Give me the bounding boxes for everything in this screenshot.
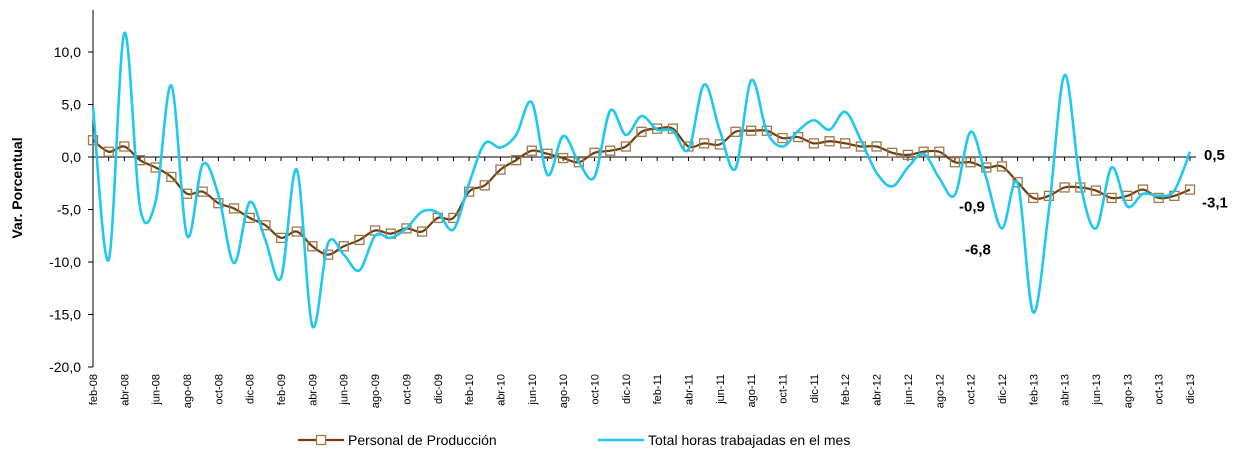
y-axis-title: Var. Porcentual (9, 137, 25, 238)
legend-marker (315, 434, 327, 446)
marker (589, 147, 600, 158)
x-tick-label: jun-09 (339, 374, 351, 406)
data-label: -0,9 (959, 198, 985, 215)
marker (605, 145, 616, 156)
x-tick-label: abr-11 (684, 374, 696, 405)
x-tick-label: oct-12 (966, 374, 978, 405)
marker (840, 138, 851, 149)
x-tick-label: feb-13 (1028, 374, 1040, 405)
marker (119, 141, 130, 152)
marker (401, 223, 412, 234)
marker (699, 138, 710, 149)
x-tick-label: ago-09 (370, 374, 382, 408)
x-tick-label: dic-09 (433, 374, 445, 404)
x-tick-label: feb-12 (840, 374, 852, 405)
marker (416, 226, 428, 237)
x-tick-label: oct-08 (213, 374, 225, 405)
marker (354, 234, 365, 246)
x-tick-label: dic-08 (245, 374, 257, 404)
x-tick-label: ago-08 (182, 374, 194, 408)
marker (981, 162, 992, 173)
marker (526, 145, 537, 156)
x-tick-label: oct-11 (778, 374, 790, 404)
x-tick-label: abr-10 (495, 374, 507, 406)
marker (965, 157, 976, 168)
marker (777, 132, 788, 144)
marker (620, 141, 631, 152)
series-line (91, 31, 1192, 329)
marker (1106, 192, 1117, 204)
marker (746, 125, 757, 136)
marker (1090, 185, 1102, 196)
x-tick-label: feb-11 (652, 374, 664, 404)
marker (949, 157, 961, 168)
marker (652, 123, 663, 134)
y-tick-label: -15,0 (49, 307, 81, 323)
y-tick-label: 10,0 (54, 44, 81, 60)
legend-label: Personal de Producción (348, 432, 497, 448)
data-label: 0,5 (1204, 147, 1225, 164)
legend-label: Total horas trabajadas en el mes (648, 432, 850, 448)
x-tick-label: abr-08 (119, 374, 131, 406)
x-tick-label: jun-10 (527, 374, 539, 406)
data-label: -3,1 (1202, 195, 1228, 212)
x-tick-label: dic-12 (997, 374, 1009, 404)
y-tick-label: -10,0 (49, 254, 81, 270)
x-tick-label: jun-13 (1091, 374, 1103, 406)
marker (761, 125, 773, 136)
x-tick-label: oct-09 (401, 374, 413, 405)
x-tick-label: ago-10 (558, 374, 570, 408)
x-tick-label: abr-12 (872, 374, 884, 406)
y-tick-label: -20,0 (49, 359, 81, 375)
marker (322, 249, 334, 260)
marker (902, 149, 914, 161)
marker (510, 154, 522, 166)
marker (808, 138, 820, 149)
x-tick-label: jun-08 (151, 374, 163, 406)
x-tick-label: ago-12 (934, 374, 946, 408)
marker (636, 126, 647, 137)
marker (871, 141, 882, 152)
marker (103, 146, 114, 157)
x-tick-label: abr-09 (307, 374, 319, 406)
x-tick-label: dic-11 (809, 374, 821, 403)
marker (887, 147, 898, 158)
marker (291, 226, 302, 237)
marker (307, 241, 318, 252)
marker (996, 161, 1008, 172)
marker (934, 146, 945, 157)
x-tick-label: dic-13 (1185, 374, 1197, 404)
marker (479, 180, 490, 191)
x-tick-label: jun-12 (903, 374, 915, 406)
marker (1184, 184, 1196, 195)
x-tick-label: feb-09 (276, 374, 288, 405)
marker (495, 164, 506, 175)
y-tick-label: 0,0 (62, 149, 82, 165)
x-tick-label: abr-13 (1060, 374, 1072, 406)
data-label: -6,8 (965, 241, 991, 258)
x-tick-label: oct-13 (1154, 374, 1166, 405)
y-tick-label: -5,0 (57, 202, 81, 218)
x-tick-label: oct-10 (589, 374, 601, 405)
marker (918, 146, 929, 157)
y-tick-label: 5,0 (62, 97, 82, 113)
x-tick-label: jun-11 (715, 374, 727, 405)
marker (1059, 182, 1070, 193)
x-tick-label: ago-11 (746, 374, 758, 407)
marker (824, 136, 835, 147)
marker (166, 171, 177, 183)
marker (1153, 192, 1164, 204)
marker (228, 203, 240, 214)
marker (573, 157, 584, 168)
x-tick-label: feb-10 (464, 374, 476, 405)
x-tick-label: ago-13 (1122, 374, 1134, 408)
x-tick-label: feb-08 (88, 374, 100, 405)
marker (87, 135, 99, 146)
marker (557, 152, 569, 164)
series-line (92, 126, 1191, 256)
marker (1028, 192, 1039, 204)
marker (730, 126, 741, 137)
x-tick-label: dic-10 (621, 374, 633, 404)
